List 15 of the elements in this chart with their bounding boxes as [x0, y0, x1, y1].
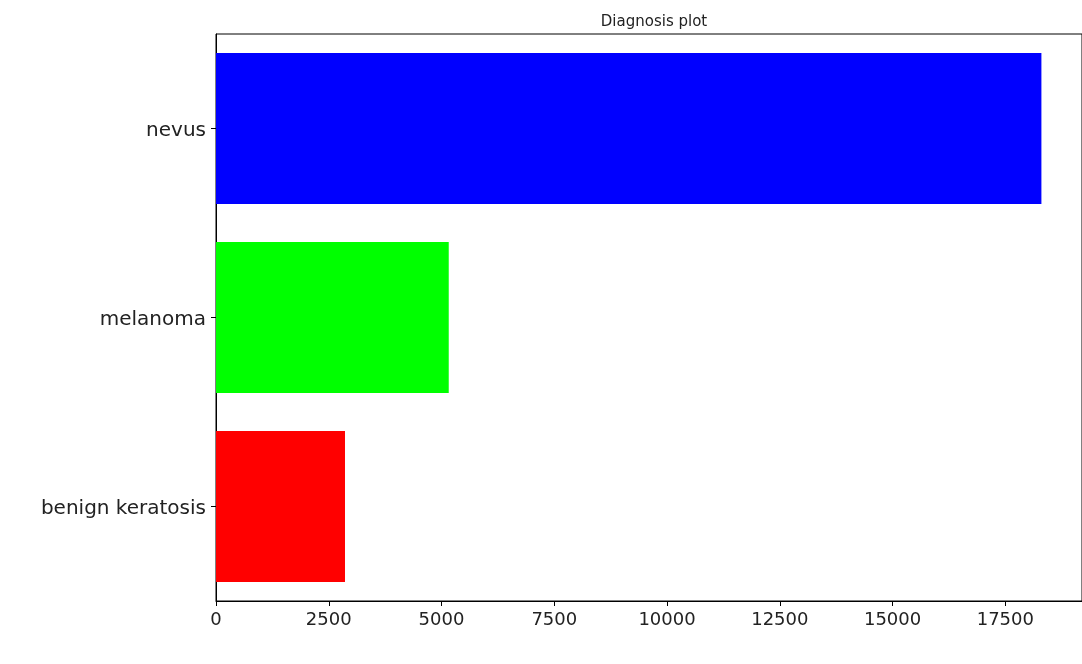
- x-tick-label: 7500: [531, 607, 578, 629]
- y-tick-label: melanoma: [99, 305, 206, 330]
- x-tick-label: 5000: [418, 607, 465, 629]
- bar: [216, 241, 449, 394]
- y-tick-label: nevus: [146, 116, 206, 141]
- x-tick-label: 12500: [751, 607, 809, 629]
- x-tick-label: 10000: [638, 607, 696, 629]
- x-tick-label: 2500: [305, 607, 352, 629]
- y-tick-label: benign keratosis: [40, 494, 206, 519]
- x-tick-label: 15000: [863, 607, 922, 629]
- x-tick-label: 17500: [976, 607, 1034, 629]
- bar: [216, 430, 345, 583]
- bar: [216, 52, 1042, 205]
- x-tick-label: 0: [210, 607, 222, 629]
- chart-title: Diagnosis plot: [600, 11, 708, 30]
